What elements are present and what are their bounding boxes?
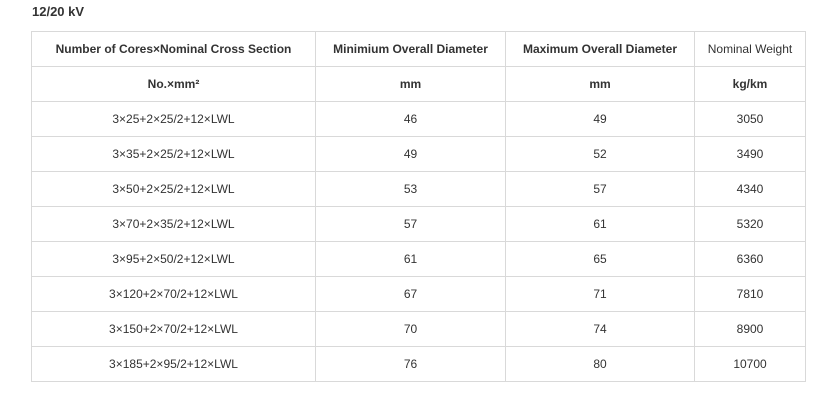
table-row: 3×50+2×25/2+12×LWL 53 57 4340 (31, 171, 806, 207)
cell-min-diameter: 49 (315, 136, 506, 172)
cell-nominal-weight: 5320 (694, 206, 806, 242)
cell-nominal-weight: 6360 (694, 241, 806, 277)
header-row: Number of Cores×Nominal Cross Section Mi… (31, 31, 806, 67)
cell-cores-cross-section: 3×70+2×35/2+12×LWL (31, 206, 316, 242)
unit-nominal-weight: kg/km (694, 66, 806, 102)
cell-min-diameter: 57 (315, 206, 506, 242)
cell-max-diameter: 61 (505, 206, 695, 242)
units-row: No.×mm² mm mm kg/km (31, 66, 806, 102)
table-row: 3×120+2×70/2+12×LWL 67 71 7810 (31, 276, 806, 312)
cell-min-diameter: 76 (315, 346, 506, 382)
cell-max-diameter: 49 (505, 101, 695, 137)
cell-max-diameter: 57 (505, 171, 695, 207)
cell-max-diameter: 74 (505, 311, 695, 347)
header-max-diameter: Maximum Overall Diameter (505, 31, 695, 67)
cable-spec-table: Number of Cores×Nominal Cross Section Mi… (31, 31, 806, 382)
cell-min-diameter: 67 (315, 276, 506, 312)
header-min-diameter: Minimium Overall Diameter (315, 31, 506, 67)
cell-cores-cross-section: 3×25+2×25/2+12×LWL (31, 101, 316, 137)
cell-cores-cross-section: 3×150+2×70/2+12×LWL (31, 311, 316, 347)
cell-nominal-weight: 3050 (694, 101, 806, 137)
cell-max-diameter: 65 (505, 241, 695, 277)
cell-cores-cross-section: 3×95+2×50/2+12×LWL (31, 241, 316, 277)
cell-max-diameter: 52 (505, 136, 695, 172)
header-cores-cross-section: Number of Cores×Nominal Cross Section (31, 31, 316, 67)
cell-cores-cross-section: 3×50+2×25/2+12×LWL (31, 171, 316, 207)
table-row: 3×150+2×70/2+12×LWL 70 74 8900 (31, 311, 806, 347)
unit-min-diameter: mm (315, 66, 506, 102)
header-nominal-weight: Nominal Weight (694, 31, 806, 67)
unit-cores-cross-section: No.×mm² (31, 66, 316, 102)
cell-nominal-weight: 4340 (694, 171, 806, 207)
table-body: 3×25+2×25/2+12×LWL 46 49 3050 3×35+2×25/2+12… (31, 101, 806, 382)
table-row: 3×70+2×35/2+12×LWL 57 61 5320 (31, 206, 806, 242)
cell-nominal-weight: 8900 (694, 311, 806, 347)
cell-nominal-weight: 7810 (694, 276, 806, 312)
cell-min-diameter: 53 (315, 171, 506, 207)
cell-min-diameter: 46 (315, 101, 506, 137)
table-row: 3×25+2×25/2+12×LWL 46 49 3050 (31, 101, 806, 137)
unit-max-diameter: mm (505, 66, 695, 102)
cell-max-diameter: 80 (505, 346, 695, 382)
cell-min-diameter: 70 (315, 311, 506, 347)
table-row: 3×95+2×50/2+12×LWL 61 65 6360 (31, 241, 806, 277)
cell-cores-cross-section: 3×120+2×70/2+12×LWL (31, 276, 316, 312)
table-title: 12/20 kV (32, 4, 85, 19)
cell-min-diameter: 61 (315, 241, 506, 277)
table-row: 3×35+2×25/2+12×LWL 49 52 3490 (31, 136, 806, 172)
cell-cores-cross-section: 3×35+2×25/2+12×LWL (31, 136, 316, 172)
cell-nominal-weight: 10700 (694, 346, 806, 382)
cell-max-diameter: 71 (505, 276, 695, 312)
cell-cores-cross-section: 3×185+2×95/2+12×LWL (31, 346, 316, 382)
cell-nominal-weight: 3490 (694, 136, 806, 172)
table-row: 3×185+2×95/2+12×LWL 76 80 10700 (31, 346, 806, 382)
